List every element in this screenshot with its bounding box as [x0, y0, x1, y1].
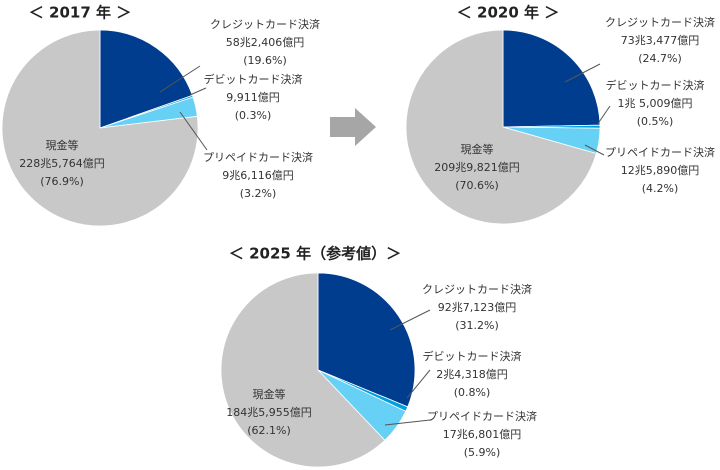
- value-label: (70.6%): [455, 179, 499, 192]
- category-label: デビットカード決済: [204, 72, 303, 86]
- leader-line: [584, 144, 605, 156]
- leader-line: [564, 63, 601, 83]
- amount-label: 12兆5,890億円: [621, 164, 700, 177]
- value-label: (0.3%): [235, 109, 272, 122]
- leader-line: [596, 105, 611, 126]
- category-label: クレジットカード決済: [210, 17, 320, 31]
- amount-label: 17兆6,801億円: [443, 428, 522, 441]
- category-label: クレジットカード決済: [605, 15, 715, 29]
- amount-label: 2兆4,318億円: [436, 368, 508, 381]
- amount-label: 9兆6,116億円: [222, 169, 294, 182]
- amount-label: 228兆5,764億円: [19, 157, 105, 170]
- category-label: デビットカード決済: [606, 78, 705, 92]
- value-label: (3.2%): [240, 187, 277, 200]
- value-label: (5.9%): [464, 446, 501, 459]
- pie-slice: [317, 272, 416, 408]
- value-label: (76.9%): [40, 175, 84, 188]
- category-label: クレジットカード決済: [422, 282, 532, 296]
- category-label: 現金等: [253, 387, 286, 401]
- value-label: (31.2%): [455, 319, 499, 332]
- pie-slice: [1, 29, 199, 227]
- arrow: [330, 108, 376, 146]
- amount-label: 73兆3,477億円: [621, 34, 700, 47]
- leader-line: [159, 65, 201, 93]
- pie-slice: [502, 29, 601, 128]
- chart-title: ＜ 2017 年 ＞: [29, 4, 131, 22]
- leader-line: [384, 419, 431, 426]
- amount-label: 1兆 5,009億円: [618, 97, 693, 110]
- amount-label: 184兆5,955億円: [226, 406, 312, 419]
- amount-label: 209兆9,821億円: [434, 161, 520, 174]
- category-label: デビットカード決済: [423, 349, 522, 363]
- amount-label: 92兆7,123億円: [438, 301, 517, 314]
- amount-label: 9,911億円: [226, 91, 280, 104]
- value-label: (19.6%): [243, 54, 287, 67]
- pie-slice: [405, 29, 597, 225]
- value-label: (62.1%): [247, 424, 291, 437]
- leader-line: [179, 111, 208, 151]
- leader-line: [406, 369, 431, 399]
- category-label: 現金等: [46, 138, 79, 152]
- chart-title: ＜ 2025 年（参考値）＞: [229, 245, 401, 263]
- category-label: 現金等: [461, 142, 494, 156]
- value-label: (24.7%): [638, 52, 682, 65]
- category-label: プリペイドカード決済: [203, 150, 313, 164]
- value-label: (0.8%): [454, 386, 491, 399]
- chart-title: ＜ 2020 年 ＞: [457, 4, 559, 22]
- leader-line: [389, 309, 431, 331]
- leader-line: [189, 87, 207, 96]
- value-label: (0.5%): [637, 115, 674, 128]
- category-label: プリペイドカード決済: [427, 409, 537, 423]
- value-label: (4.2%): [642, 182, 679, 195]
- category-label: プリペイドカード決済: [605, 145, 715, 159]
- pie-slice: [220, 272, 386, 468]
- amount-label: 58兆2,406億円: [226, 36, 305, 49]
